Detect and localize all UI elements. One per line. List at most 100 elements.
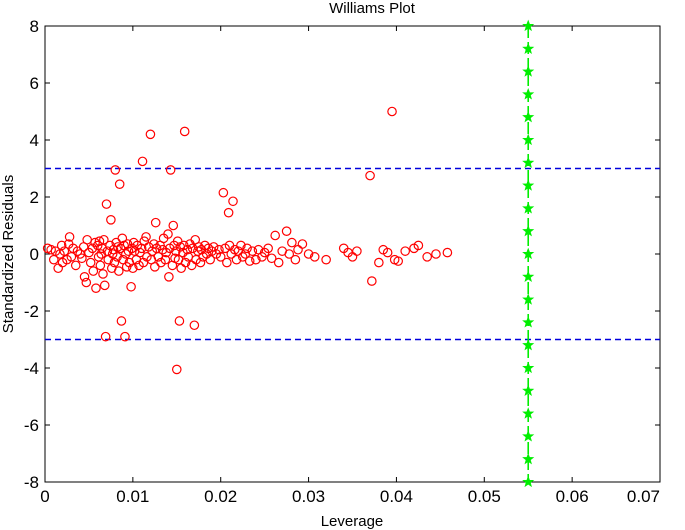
leverage-star-marker (522, 156, 535, 168)
data-point (431, 249, 441, 259)
x-tick-label: 0.04 (380, 487, 413, 506)
data-point (95, 260, 106, 271)
data-point (88, 266, 99, 276)
data-point (101, 199, 112, 209)
data-point (81, 277, 92, 288)
leverage-star-marker (522, 407, 535, 419)
data-point (266, 253, 277, 264)
x-tick-label: 0.05 (468, 487, 501, 506)
data-point (77, 253, 87, 264)
data-point (214, 244, 224, 255)
y-tick-label: 8 (30, 17, 39, 36)
data-point (247, 246, 258, 256)
data-point (179, 126, 190, 137)
y-axis-label: Standardized Residuals (0, 175, 17, 333)
data-point (160, 254, 171, 265)
data-point (215, 252, 226, 262)
leverage-star-marker (522, 270, 535, 282)
data-point (393, 256, 403, 266)
data-point (46, 244, 56, 255)
data-point (223, 207, 234, 218)
data-point (145, 129, 156, 140)
data-point (96, 249, 107, 259)
data-point (171, 364, 182, 375)
data-point (127, 243, 137, 254)
data-point (321, 254, 331, 265)
data-point (180, 257, 191, 268)
leverage-star-marker (522, 430, 535, 442)
data-point (64, 232, 75, 242)
data-point (126, 281, 136, 292)
data-point (309, 252, 320, 262)
data-point (141, 232, 151, 242)
data-point (251, 254, 261, 265)
y-tick-label: 4 (30, 131, 39, 150)
data-point (135, 247, 145, 258)
x-tick-label: 0.07 (627, 487, 660, 506)
leverage-star-marker (522, 88, 535, 100)
leverage-star-marker (522, 202, 535, 214)
data-point (150, 217, 161, 228)
data-point (297, 239, 308, 249)
leverage-star-marker (522, 361, 535, 374)
x-tick-label: 0 (40, 487, 49, 506)
y-tick-label: -6 (24, 416, 39, 435)
data-point (244, 256, 255, 266)
leverage-star-marker (522, 224, 535, 237)
data-point (174, 316, 185, 326)
data-point (367, 276, 377, 286)
x-axis-label: Leverage (321, 513, 384, 530)
x-tick-label: 0.01 (116, 487, 149, 506)
data-point (242, 243, 252, 254)
y-tick-label: 2 (30, 188, 39, 207)
data-point (70, 260, 81, 271)
data-points (42, 106, 453, 375)
data-point (90, 237, 100, 248)
data-point (56, 240, 67, 251)
data-point (287, 237, 297, 248)
data-point (281, 226, 292, 236)
data-point (163, 229, 173, 239)
data-point (91, 283, 101, 293)
data-point (237, 252, 248, 262)
data-point (114, 179, 125, 189)
data-point (110, 165, 121, 175)
data-point (228, 196, 238, 207)
leverage-star-marker (522, 65, 535, 77)
data-point (187, 243, 198, 254)
leverage-star-marker (522, 179, 535, 191)
leverage-star-marker (522, 316, 535, 328)
data-point (236, 240, 246, 251)
data-point (164, 271, 174, 282)
data-point (374, 257, 384, 268)
data-point (117, 233, 128, 244)
data-point (128, 263, 138, 274)
data-point (442, 247, 453, 258)
leverage-star-marker (522, 110, 535, 123)
data-point (189, 320, 200, 331)
data-point (112, 252, 122, 262)
y-tick-label: -8 (24, 473, 39, 492)
data-point (365, 170, 375, 181)
data-point (59, 246, 70, 256)
data-point (400, 246, 411, 256)
data-point (120, 331, 130, 342)
data-point (100, 331, 111, 342)
data-point (116, 316, 127, 326)
data-point (106, 215, 116, 225)
data-point (270, 230, 280, 241)
data-point (303, 249, 314, 259)
data-point (387, 106, 397, 117)
y-tick-label: 6 (30, 74, 39, 93)
data-point (273, 257, 284, 268)
threshold-lines (45, 167, 660, 341)
data-point (422, 252, 432, 262)
x-tick-label: 0.03 (292, 487, 325, 506)
leverage-star-marker (522, 384, 535, 396)
leverage-star-marker (522, 338, 535, 351)
y-tick-label: 0 (30, 245, 39, 264)
data-point (222, 257, 232, 268)
leverage-star-marker (522, 293, 535, 305)
data-point (352, 246, 362, 256)
leverage-star-marker (522, 247, 535, 260)
